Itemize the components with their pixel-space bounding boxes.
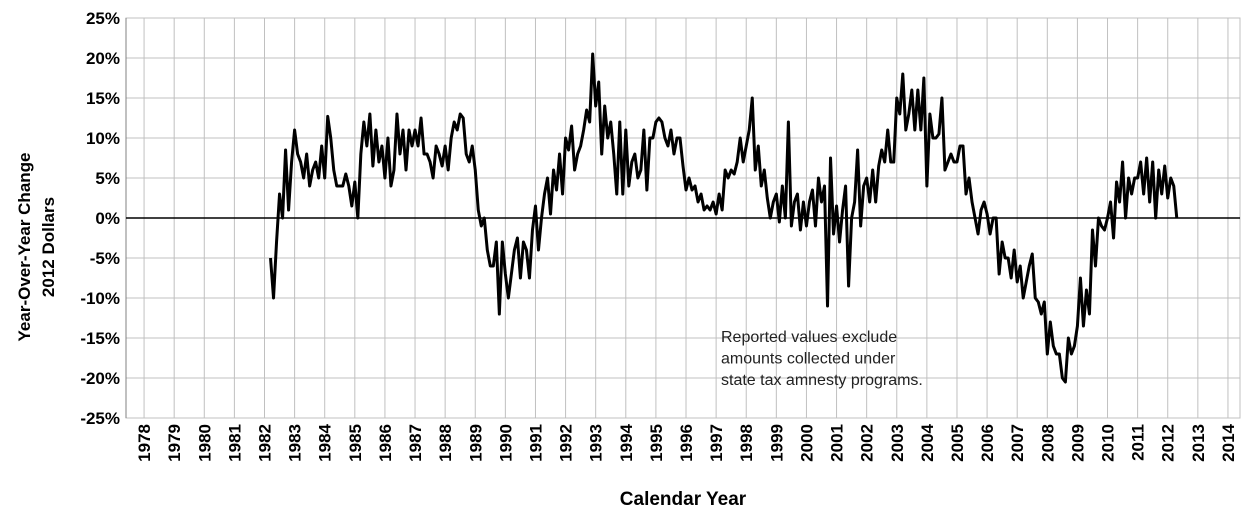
x-tick-label: 1986 [376,424,395,462]
y-axis-title: 2012 Dollars [39,197,58,297]
x-tick-label: 1987 [406,424,425,462]
x-tick-label: 2014 [1219,423,1238,461]
x-tick-label: 1984 [316,423,335,461]
x-tick-label: 2007 [1008,424,1027,462]
x-tick-label: 2013 [1189,424,1208,462]
y-tick-label: -20% [80,369,120,388]
x-tick-label: 1988 [436,424,455,462]
y-tick-label: 20% [86,49,120,68]
x-tick-label: 1995 [647,424,666,462]
annotation: Reported values exclude [721,329,897,346]
x-tick-label: 1979 [165,424,184,462]
x-tick-label: 1999 [767,424,786,462]
y-tick-label: -5% [90,249,120,268]
y-tick-label: -25% [80,409,120,428]
x-tick-label: 2003 [888,424,907,462]
x-tick-label: 1996 [677,424,696,462]
x-tick-label: 2004 [918,423,937,461]
y-tick-label: -10% [80,289,120,308]
x-tick-label: 1980 [195,424,214,462]
x-tick-label: 2011 [1129,424,1148,461]
x-tick-label: 2010 [1099,424,1118,462]
x-tick-label: 2009 [1068,424,1087,462]
y-tick-label: 15% [86,89,120,108]
x-tick-label: 1990 [496,424,515,462]
x-tick-label: 1992 [557,424,576,462]
annotation: state tax amnesty programs. [721,372,923,389]
x-tick-label: 1983 [286,424,305,462]
x-tick-label: 1997 [707,424,726,462]
x-tick-label: 1993 [587,424,606,462]
x-tick-label: 2012 [1159,424,1178,462]
y-tick-label: 25% [86,9,120,28]
x-tick-label: 1994 [617,423,636,461]
x-axis-title: Calendar Year [620,489,747,510]
x-tick-label: 2005 [948,424,967,462]
data-line [269,52,1179,384]
y-axis-title: Year-Over-Year Change [15,153,34,342]
x-tick-label: 1991 [526,424,545,462]
y-tick-label: 5% [95,169,120,188]
x-tick-label: 1982 [255,424,274,462]
x-tick-label: 2008 [1038,424,1057,462]
y-tick-label: 0% [95,209,120,228]
y-tick-label: -15% [80,329,120,348]
x-tick-label: 1985 [346,424,365,462]
x-tick-label: 2000 [797,424,816,462]
x-tick-label: 1981 [225,424,244,462]
annotation: amounts collected under [721,351,896,368]
x-tick-label: 2006 [978,424,997,462]
x-tick-label: 1978 [135,424,154,462]
x-tick-label: 1998 [737,424,756,462]
x-tick-label: 2001 [828,424,847,462]
y-tick-label: 10% [86,129,120,148]
x-tick-label: 2002 [858,424,877,462]
x-tick-label: 1989 [466,424,485,462]
